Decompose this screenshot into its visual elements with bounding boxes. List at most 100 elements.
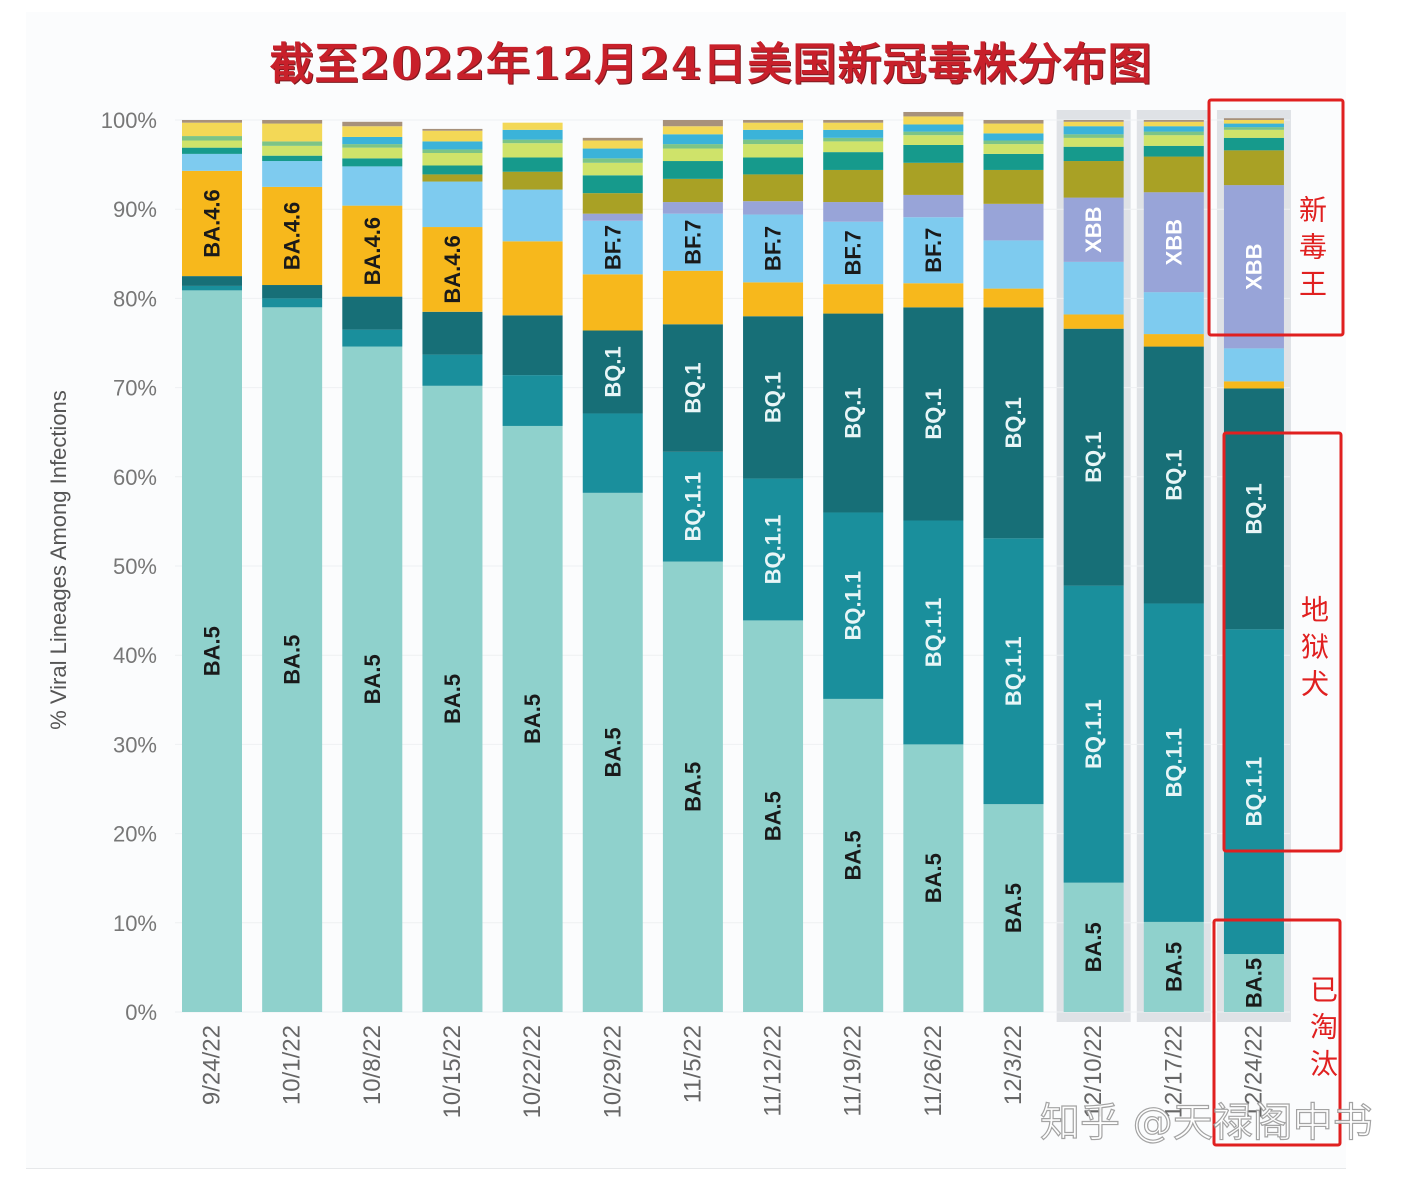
bar-segment-bf-7 xyxy=(662,213,723,271)
annotation-char: 已 xyxy=(1310,974,1338,1007)
bar-segment-bq-1 xyxy=(502,315,563,376)
segment-label: BQ.1.1 xyxy=(1241,757,1266,827)
bar-segment-other-cyan xyxy=(662,134,723,145)
bar-stack-10-1-22: BA.5 BA.4.6 xyxy=(262,120,323,1012)
bar-segment-other-cyan xyxy=(582,148,643,159)
bar-stack-11-12-22: BA.5 BQ.1.1 BQ.1 BF.7 xyxy=(743,120,804,1012)
bar-segment-ba-5 xyxy=(422,385,483,1012)
bar-stack-9-24-22: BA.5 BA.4.6 xyxy=(182,120,242,1012)
segment-label: BA.5 xyxy=(841,830,866,880)
bar-segment-bq-1 xyxy=(903,307,964,521)
y-tick-label: 0% xyxy=(125,1000,157,1025)
bar-segment-other-top xyxy=(743,120,804,123)
x-tick-label: 12/10/22 xyxy=(1080,1025,1107,1118)
bar-segment-xbb xyxy=(743,201,804,215)
bar-segment-ba-4-6 xyxy=(743,282,804,317)
annotation-char: 汰 xyxy=(1310,1048,1338,1081)
bar-segment-other-cyan xyxy=(1063,126,1124,135)
x-tick-label: 10/1/22 xyxy=(279,1025,306,1105)
bar-segment-xbb xyxy=(823,202,884,222)
bar-segment-other-green xyxy=(262,141,323,146)
bar-segment-other-yellow-green xyxy=(743,144,804,158)
bar-segment-other-cyan xyxy=(823,129,884,138)
bar-segment-other-yellow xyxy=(262,123,323,142)
y-tick-label: 30% xyxy=(113,732,157,757)
bar-segment-other-top xyxy=(823,120,884,123)
segment-label: BQ.1.1 xyxy=(1001,636,1026,706)
segment-label: BF.7 xyxy=(921,228,946,273)
bar-segment-other-green xyxy=(983,140,1044,145)
annotation-char: 地 xyxy=(1301,594,1329,627)
bar-segment-other-teal-green xyxy=(903,144,964,163)
segment-label: BQ.1 xyxy=(1001,397,1026,448)
bar-segment-bq-1-1 xyxy=(662,451,723,562)
bar-segment-other-yellow-green xyxy=(823,141,884,153)
bar-segment-other-top xyxy=(903,111,964,117)
bar-segment-other-teal-green xyxy=(983,153,1044,170)
bar-segment-bq-1 xyxy=(342,296,403,330)
y-tick-label: 20% xyxy=(113,822,157,847)
bar-segment-other-yellow-green xyxy=(262,145,323,156)
segment-label: BA.5 xyxy=(1001,883,1026,933)
bar-segment-ba-4-6 xyxy=(182,170,242,277)
bar-stack-12-3-22: BA.5 BQ.1.1 BQ.1 xyxy=(983,120,1044,1012)
y-tick-label: 90% xyxy=(113,197,157,222)
bar-segment-ba-4-6 xyxy=(1063,314,1124,329)
y-axis: 0% 10% 20% 30% 40% 50% 60% 70% 80% 90% 100% xyxy=(101,108,157,1025)
bar-segment-ba-4-6 xyxy=(903,283,964,308)
bar-segment-bf-7 xyxy=(1223,348,1284,382)
bar-segment-bf-7 xyxy=(342,166,403,206)
bar-segment-other-top xyxy=(342,121,403,127)
bar-segment-other-top xyxy=(262,120,323,124)
bar-segment-bq-1-1 xyxy=(422,354,483,386)
bar-segment-ba-5 xyxy=(1143,921,1204,1012)
bar-segment-other-teal-green xyxy=(422,165,483,175)
segment-label: BQ.1 xyxy=(680,362,705,413)
bar-segment-other-olive xyxy=(1223,150,1284,186)
bar-segment-bq-1 xyxy=(1223,388,1284,630)
bar-segment-other-green xyxy=(1223,127,1284,130)
bar-segment-ba-4-6 xyxy=(1143,334,1204,347)
bar-stack-11-19-22: BA.5 BQ.1.1 BQ.1 BF.7 xyxy=(823,120,884,1012)
annotation-char: 毒 xyxy=(1299,231,1327,264)
bar-segment-ba-5 xyxy=(662,561,723,1012)
annotation-box xyxy=(1222,431,1343,853)
bar-segment-other-green xyxy=(823,137,884,142)
bar-segment-bf-7 xyxy=(502,189,563,242)
bar-segment-other-olive xyxy=(422,174,483,182)
bar-segment-bq-1 xyxy=(422,311,483,355)
bar-segment-bq-1 xyxy=(662,324,723,452)
bar-segment-other-olive xyxy=(1143,156,1204,193)
y-tick-label: 40% xyxy=(113,643,157,668)
bar-segment-other-yellow-green xyxy=(662,148,723,162)
bar-segment-other-green xyxy=(582,158,643,163)
segment-label: BQ.1.1 xyxy=(1081,699,1106,769)
bar-segment-other-yellow-green xyxy=(182,140,242,148)
bar-segment-ba-4-6 xyxy=(422,227,483,312)
bar-segment-xbb xyxy=(1143,192,1204,293)
bar-segment-other-yellow xyxy=(743,122,804,130)
bar-segment-ba-4-6 xyxy=(502,241,563,316)
bar-segment-ba-4-6 xyxy=(1223,381,1284,389)
annotation-char: 王 xyxy=(1299,268,1327,301)
bar-segment-other-yellow xyxy=(182,122,242,137)
bar-segment-other-yellow xyxy=(823,122,884,130)
y-tick-label: 70% xyxy=(113,376,157,401)
bar-segment-other-yellow xyxy=(1223,120,1284,124)
segment-label: BQ.1 xyxy=(921,388,946,439)
bar-segment-bq-1-1 xyxy=(983,538,1044,805)
segment-label: BQ.1.1 xyxy=(921,598,946,668)
x-tick-label: 12/24/22 xyxy=(1240,1025,1267,1118)
bar-segment-bq-1-1 xyxy=(342,329,403,347)
y-tick-label: 10% xyxy=(113,911,157,936)
bar-segment-other-teal-green xyxy=(662,161,723,179)
bar-segment-other-cyan xyxy=(342,136,403,145)
bar-segment-other-yellow-green xyxy=(422,153,483,166)
chart-title: 截至2022年12月24日美国新冠毒株分布图 xyxy=(269,39,1153,90)
bar-segment-other-yellow xyxy=(582,140,643,149)
bar-segment-other-yellow xyxy=(662,126,723,135)
bar-segment-ba-4-6 xyxy=(662,270,723,325)
segment-label: BA.4.6 xyxy=(280,202,305,270)
